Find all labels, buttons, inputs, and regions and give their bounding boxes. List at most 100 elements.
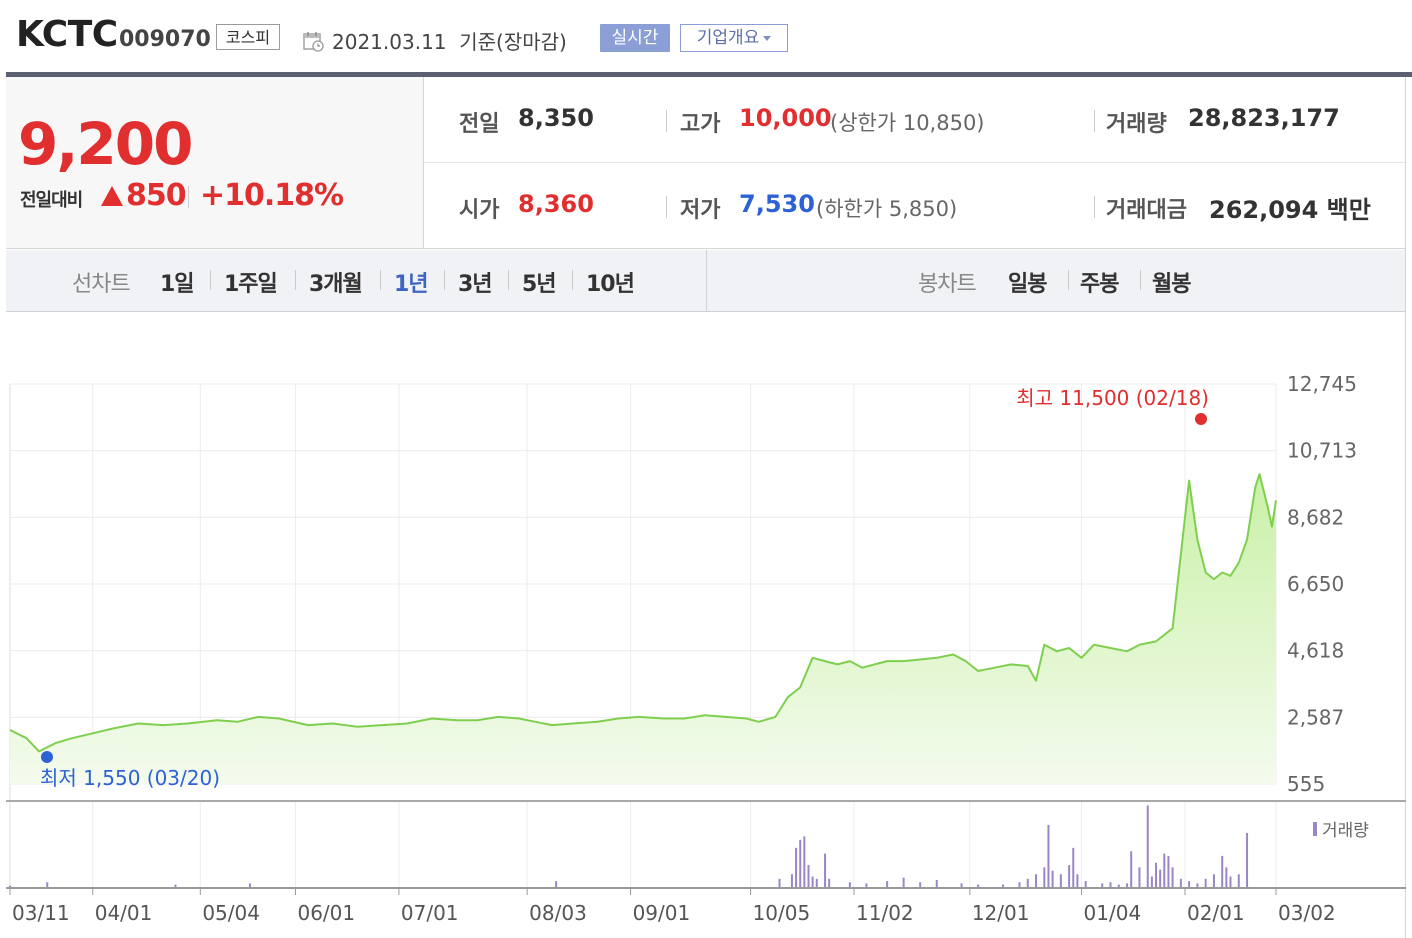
x-tick-label: 03/02	[1278, 901, 1336, 925]
up-triangle-icon	[101, 186, 123, 206]
chevron-down-icon	[763, 35, 772, 41]
volume-bar	[1196, 883, 1199, 888]
y-tick-label: 2,587	[1287, 705, 1344, 729]
volume-bar	[865, 883, 868, 888]
upper-limit: (상한가 10,850)	[830, 111, 985, 135]
y-tick-label: 555	[1287, 772, 1325, 796]
volume-bar	[919, 882, 922, 888]
low-label: 저가	[680, 198, 721, 223]
volume-bar	[1001, 884, 1004, 888]
y-tick-label: 6,650	[1287, 572, 1344, 596]
volume-bar	[9, 885, 11, 888]
x-tick-label: 07/01	[401, 901, 459, 925]
volume-bar	[1068, 865, 1071, 888]
x-tick-label: 03/11	[12, 901, 70, 925]
price-line	[9, 473, 1277, 753]
low-value: 7,530	[739, 190, 815, 218]
volume-bar	[1212, 874, 1215, 888]
volume-bar	[1101, 883, 1104, 888]
company-overview-button[interactable]: 기업개요	[680, 24, 788, 52]
change-percent: +10.18%	[200, 178, 344, 213]
high-value: 10,000	[739, 104, 832, 132]
y-tick-label: 4,618	[1287, 639, 1344, 663]
x-tick-label: 08/03	[529, 901, 587, 925]
volume-bar	[977, 884, 980, 888]
volume-bar	[1051, 870, 1054, 888]
line-chart-label: 선차트	[72, 272, 131, 297]
candle-chart-label: 봉차트	[918, 272, 977, 297]
market-badge: 코스피	[216, 24, 280, 50]
volume-bar	[1155, 862, 1158, 888]
volume-bar	[815, 878, 818, 888]
x-tick-label: 02/01	[1187, 901, 1245, 925]
period-tab-2[interactable]: 3개월	[309, 272, 363, 297]
high-label: 고가	[680, 112, 721, 137]
low-marker	[41, 751, 53, 763]
company-overview-label: 기업개요	[696, 28, 760, 48]
volume-value: 28,823,177	[1188, 104, 1340, 132]
volume-bar	[46, 882, 49, 888]
period-tab-0[interactable]: 1일	[160, 272, 195, 297]
volume-bar	[828, 878, 831, 888]
x-tick-label: 10/05	[753, 901, 811, 925]
stats-bottom-border	[424, 248, 1406, 249]
candle-tab-0[interactable]: 일봉	[1008, 272, 1047, 297]
volume-bar	[1126, 883, 1129, 888]
realtime-button[interactable]: 실시간	[600, 24, 670, 52]
volume-bar	[174, 884, 177, 888]
tab-separator	[1068, 270, 1069, 290]
candle-tab-1[interactable]: 주봉	[1080, 272, 1119, 297]
volume-bar	[960, 883, 963, 888]
volume-bar	[935, 879, 938, 888]
header-divider	[6, 72, 1412, 77]
volume-bar	[1117, 884, 1120, 888]
volume-bar	[1150, 876, 1153, 888]
period-tab-3[interactable]: 1년	[394, 272, 429, 297]
volume-bar	[1018, 882, 1021, 888]
current-price: 9,200	[18, 110, 193, 178]
amount-label: 거래대금	[1106, 198, 1187, 223]
candle-tab-2[interactable]: 월봉	[1152, 272, 1191, 297]
period-tab-5[interactable]: 5년	[522, 272, 557, 297]
stats-divider	[424, 162, 1406, 163]
period-tab-1[interactable]: 1주일	[224, 272, 278, 297]
tab-separator	[1140, 270, 1141, 290]
volume-bar	[1047, 824, 1050, 888]
change-label: 전일대비	[20, 190, 83, 211]
volume-bar	[1246, 832, 1249, 888]
x-tick-label: 05/04	[202, 901, 260, 925]
x-tick-label: 09/01	[633, 901, 691, 925]
period-tab-6[interactable]: 10년	[586, 272, 635, 297]
tab-separator	[380, 270, 381, 290]
volume-bar	[1163, 853, 1166, 888]
period-tab-4[interactable]: 3년	[458, 272, 493, 297]
volume-bar	[807, 865, 810, 888]
volume-bar	[1059, 874, 1062, 888]
volume-bar	[778, 878, 781, 888]
tab-separator	[210, 270, 211, 290]
volume-bar	[799, 839, 802, 888]
y-tick-label: 12,745	[1287, 372, 1357, 396]
open-value: 8,360	[518, 190, 594, 218]
volume-bar	[811, 876, 814, 888]
volume-bar	[902, 877, 905, 888]
volume-bar	[1237, 874, 1240, 888]
volume-bar	[848, 882, 851, 888]
tab-separator	[572, 270, 573, 290]
volume-bar	[1188, 881, 1191, 888]
volume-label: 거래량	[1106, 112, 1167, 137]
volume-bar	[886, 881, 889, 888]
x-tick-label: 12/01	[972, 901, 1030, 925]
prev-close-value: 8,350	[518, 104, 594, 132]
price-chart: 12,745 10,713 8,682 6,650 4,618 2,587 555 최고 11…	[6, 372, 1406, 925]
volume-bar	[1171, 867, 1174, 888]
volume-legend-swatch	[1313, 822, 1317, 836]
volume-bar	[1072, 847, 1075, 888]
change-value: 850	[126, 178, 187, 213]
amount-value: 262,094 백만	[1209, 196, 1371, 224]
volume-legend-label: 거래량	[1322, 821, 1369, 841]
divider	[188, 186, 189, 208]
high-annotation: 최고 11,500 (02/18)	[1016, 386, 1209, 410]
open-label: 시가	[459, 198, 500, 223]
panel-border	[1405, 77, 1406, 938]
